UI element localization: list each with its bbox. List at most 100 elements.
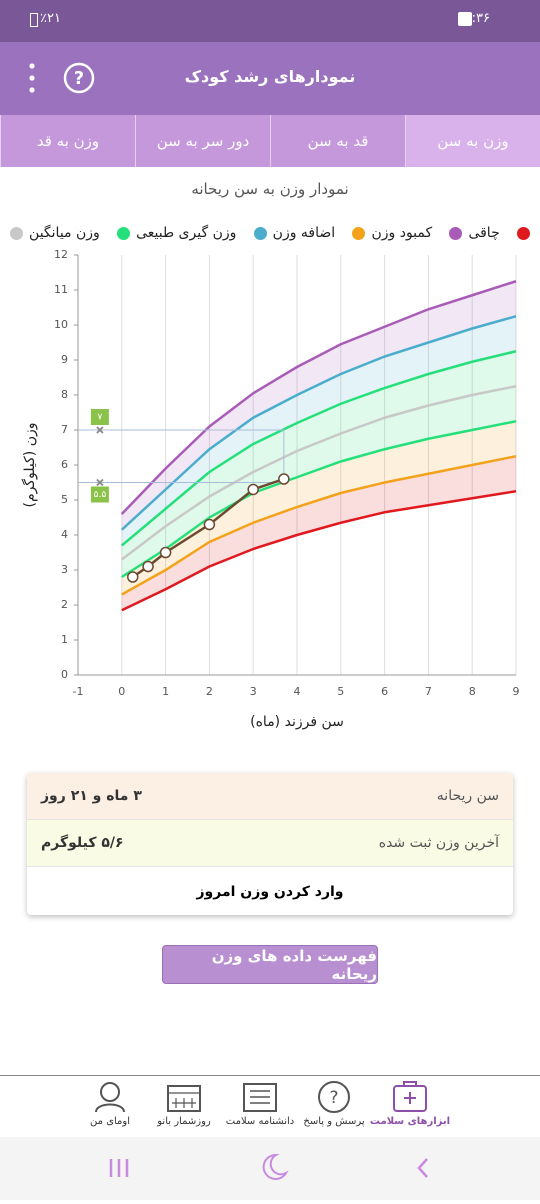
bottom-nav: ? ابزارهای سلامت پرسش و پاسخ دانشنامه سلام… bbox=[0, 1075, 540, 1138]
child-point bbox=[278, 473, 290, 485]
tab-bar: وزن به سن قد به سن دور سر به سن وزن به قد bbox=[0, 115, 540, 167]
legend: چاقی کمبود وزن اضافه وزن وزن گیری طبیعی وزن … bbox=[10, 225, 530, 241]
legend-swatch bbox=[253, 226, 267, 240]
battery-icon bbox=[30, 13, 38, 27]
legend-swatch bbox=[449, 226, 463, 240]
add-weight[interactable]: وارد کردن وزن امروز bbox=[196, 883, 344, 900]
y-tick-label: 12 bbox=[54, 248, 68, 261]
list-button[interactable]: فهرست داده های وزن ریحانه bbox=[162, 945, 378, 984]
y-tick-label: 0 bbox=[61, 668, 68, 681]
tab[interactable]: دور سر به سن bbox=[135, 115, 270, 167]
legend-label: وزن گیری طبیعی bbox=[136, 225, 237, 241]
info-row: سن ریحانه ۳ ماه و ۲۱ روز bbox=[27, 773, 513, 820]
legend-item: وزن میانگین bbox=[10, 225, 100, 241]
y-tick-label: 7 bbox=[61, 423, 68, 436]
legend-label: اضافه وزن bbox=[272, 225, 336, 241]
guide-badge bbox=[90, 486, 109, 503]
guide-marker bbox=[96, 426, 104, 434]
curve bbox=[121, 490, 517, 612]
nav-label[interactable]: دانشنامه سلامت bbox=[225, 1116, 295, 1127]
x-tick-label: 3 bbox=[250, 685, 257, 698]
guide-label: ۵.۵ bbox=[94, 490, 107, 500]
y-tick-label: 4 bbox=[61, 528, 68, 541]
app-bar: نمودارهای رشد کودک ? bbox=[0, 42, 540, 115]
y-tick-label: 9 bbox=[61, 353, 68, 366]
y-tick-label: 1 bbox=[61, 633, 68, 646]
child-point bbox=[127, 571, 139, 583]
y-tick-label: 3 bbox=[61, 563, 68, 576]
curve bbox=[121, 420, 517, 579]
x-axis-label: سن فرزند (ماه) bbox=[250, 714, 344, 730]
legend-swatch bbox=[352, 226, 366, 240]
child-point bbox=[203, 518, 216, 531]
x-tick-label: 2 bbox=[206, 685, 213, 698]
band bbox=[121, 316, 517, 546]
info-label: سن ریحانه bbox=[436, 788, 499, 804]
x-tick-label: 9 bbox=[513, 685, 520, 698]
nav-label[interactable]: پرسش و پاسخ bbox=[303, 1116, 365, 1127]
y-tick-label: 5 bbox=[61, 493, 68, 506]
legend-label: چاقی bbox=[468, 225, 500, 241]
tab[interactable]: وزن به سن bbox=[405, 115, 540, 167]
legend-item: وزن گیری طبیعی bbox=[117, 225, 236, 241]
system-buttons[interactable] bbox=[0, 1137, 540, 1200]
child-point bbox=[247, 483, 259, 496]
legend-item: کمبود وزن bbox=[352, 225, 432, 241]
info-value: ۳ ماه و ۲۱ روز bbox=[41, 788, 142, 804]
child-point bbox=[142, 560, 154, 573]
legend-swatch bbox=[117, 226, 131, 240]
legend-label: وزن میانگین bbox=[29, 225, 100, 241]
curve bbox=[120, 315, 517, 531]
info-value: ۵/۶ کیلوگرم bbox=[41, 835, 124, 851]
curve bbox=[120, 280, 517, 515]
battery: ٪۲۱ bbox=[40, 11, 61, 26]
child-point bbox=[159, 546, 172, 559]
guide-badge bbox=[90, 409, 109, 425]
curve bbox=[121, 455, 517, 596]
x-tick-label: 0 bbox=[118, 685, 125, 698]
x-tick-label: -1 bbox=[73, 685, 84, 698]
header-icons[interactable]: ? bbox=[20, 60, 100, 100]
svg-text:?: ? bbox=[74, 68, 84, 89]
status-bar: ۱۱:۳۶ ٪۲۱ bbox=[0, 0, 540, 42]
chart-title: نمودار وزن به سن ریحانه bbox=[191, 180, 349, 198]
info-row: آخرین وزن ثبت شده ۵/۶ کیلوگرم bbox=[27, 820, 513, 867]
x-tick-label: 7 bbox=[425, 685, 432, 698]
y-tick-label: 2 bbox=[61, 598, 68, 611]
nav-label[interactable]: اومای من bbox=[90, 1116, 130, 1127]
legend-label: کمبود وزن bbox=[371, 225, 433, 241]
y-tick-label: 10 bbox=[54, 318, 68, 331]
x-tick-label: 1 bbox=[162, 685, 169, 698]
app-title: نمودارهای رشد کودک bbox=[184, 67, 356, 86]
system-nav bbox=[0, 1137, 540, 1200]
x-tick-label: 8 bbox=[469, 685, 476, 698]
guide-marker bbox=[96, 478, 104, 487]
x-tick-label: 6 bbox=[381, 685, 388, 698]
info-label: آخرین وزن ثبت شده bbox=[378, 835, 499, 851]
x-tick-label: 5 bbox=[337, 685, 344, 698]
legend-swatch bbox=[517, 226, 530, 240]
notification-icon bbox=[458, 12, 472, 26]
nav-label[interactable]: ابزارهای سلامت bbox=[369, 1116, 451, 1127]
y-axis-label: وزن (کیلوگرم) bbox=[21, 423, 38, 508]
x-tick-label: 4 bbox=[294, 685, 301, 698]
legend-item: اضافه وزن bbox=[253, 225, 336, 241]
guide-label: ۷ bbox=[97, 413, 102, 423]
tab[interactable]: وزن به قد bbox=[0, 115, 135, 167]
band bbox=[121, 456, 517, 611]
tab[interactable]: قد به سن bbox=[270, 115, 405, 167]
y-tick-label: 6 bbox=[61, 458, 68, 471]
info-card: سن ریحانه ۳ ماه و ۲۱ روز آخرین وزن ثبت شده… bbox=[27, 773, 513, 915]
legend-item: چاقی bbox=[449, 225, 500, 241]
y-tick-label: 11 bbox=[54, 283, 68, 296]
band bbox=[121, 281, 517, 530]
nav-icons: ? bbox=[95, 1081, 427, 1113]
y-tick-label: 8 bbox=[61, 388, 68, 401]
legend-swatch bbox=[10, 226, 24, 240]
curve bbox=[121, 385, 517, 561]
nav-label[interactable]: روزشمار بانو bbox=[157, 1116, 211, 1127]
curve bbox=[120, 350, 517, 547]
legend-item bbox=[517, 225, 530, 241]
